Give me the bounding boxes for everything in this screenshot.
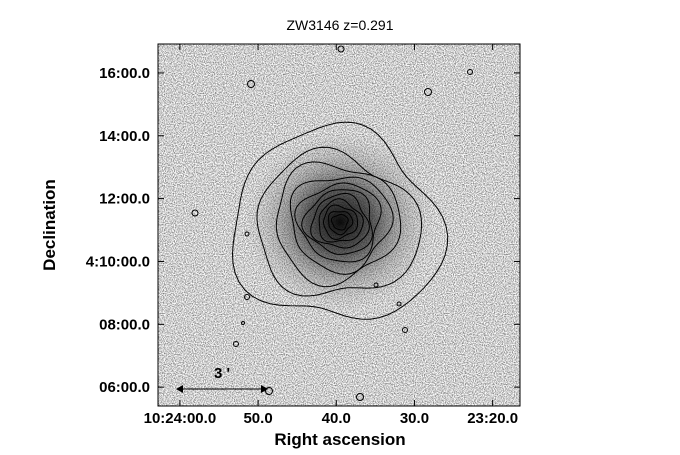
- contour: [294, 182, 382, 263]
- x-tick-label: 10:24:00.0: [144, 410, 217, 427]
- contour: [330, 214, 349, 231]
- chart-title: ZW3146 z=0.291: [286, 17, 393, 33]
- contour: [275, 161, 402, 288]
- x-tick-label: 23:20.0: [467, 410, 518, 427]
- y-tick-label: 08:00.0: [99, 316, 150, 333]
- frame: [157, 43, 521, 407]
- y-tick-label: 16:00.0: [99, 65, 150, 82]
- contour: [310, 192, 370, 249]
- y-tick-label: 06:00.0: [99, 379, 150, 396]
- contour: [322, 204, 358, 240]
- x-tick-label: 30.0: [400, 410, 429, 427]
- scale-bar: [176, 385, 268, 393]
- x-tick-label: 40.0: [322, 410, 351, 427]
- y-tick-label: 14:00.0: [99, 128, 150, 145]
- contour: [328, 211, 354, 236]
- y-axis-label: Declination: [40, 179, 59, 271]
- contour: [256, 146, 423, 297]
- contour: [301, 189, 373, 255]
- scale-bar-label: 3 ': [214, 365, 230, 382]
- y-tick-label: 12:00.0: [99, 191, 150, 208]
- contour: [231, 121, 449, 320]
- y-tick-label: 4:10:00.0: [86, 253, 150, 270]
- contour: [289, 176, 394, 275]
- sky-image: [158, 44, 520, 406]
- x-axis-label: Right ascension: [274, 430, 405, 449]
- contour: [318, 198, 364, 243]
- x-tick-label: 50.0: [243, 410, 272, 427]
